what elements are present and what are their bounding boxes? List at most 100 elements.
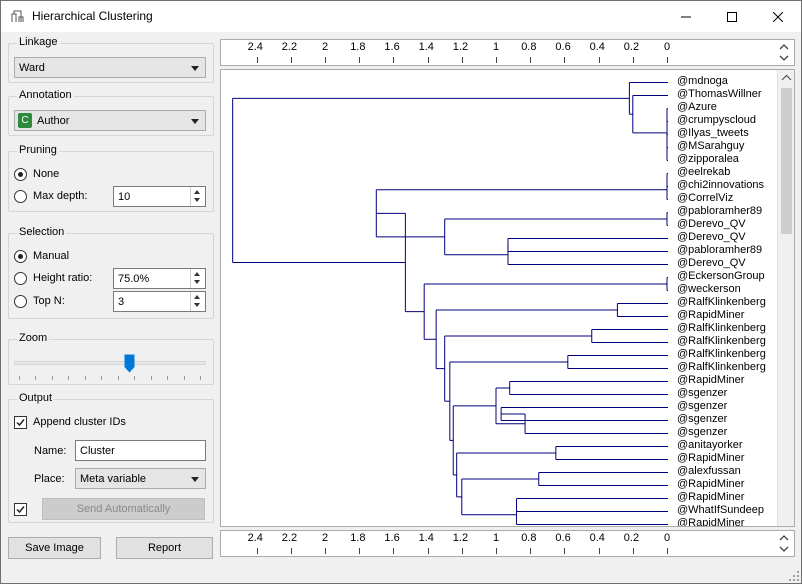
- chevron-up-icon[interactable]: [776, 532, 792, 545]
- pruning-none-radio[interactable]: [14, 168, 27, 181]
- report-button[interactable]: Report: [116, 537, 213, 559]
- leaf-label[interactable]: @EckersonGroup: [677, 270, 765, 282]
- chevron-down-icon[interactable]: [776, 52, 792, 65]
- cluster-name-field[interactable]: [76, 441, 205, 460]
- leaf-label[interactable]: @RapidMiner: [677, 452, 745, 464]
- top-axis: 2.4 2.2 2 1.8 1.6 1.4 1.2 1 0.8 0.6 0.4 0.2 0: [220, 39, 795, 66]
- leaf-label[interactable]: @sgenzer: [677, 387, 728, 399]
- leaf-label[interactable]: @sgenzer: [677, 400, 728, 412]
- send-automatically-button[interactable]: Send Automatically: [42, 498, 205, 520]
- leaf-label[interactable]: @chi2innovations: [677, 179, 764, 191]
- leaf-label[interactable]: @weckerson: [677, 283, 741, 295]
- leaf-label[interactable]: @CorrelViz: [677, 192, 734, 204]
- chevron-up-icon: [194, 272, 200, 276]
- leaf-label[interactable]: @RapidMiner: [677, 374, 745, 386]
- zoom-slider[interactable]: [14, 354, 206, 380]
- max-depth-stepper[interactable]: 10: [113, 186, 206, 207]
- linkage-select[interactable]: Ward: [14, 57, 206, 78]
- minimize-button[interactable]: [663, 1, 709, 32]
- cluster-name-input[interactable]: [75, 440, 206, 461]
- bottom-axis: 2.4 2.2 2 1.8 1.6 1.4 1.2 1 0.8 0.6 0.4 0.2 0: [220, 530, 795, 557]
- axis-tick-label: 0.6: [555, 41, 571, 53]
- zoom-slider-handle[interactable]: [124, 354, 135, 373]
- leaf-label[interactable]: @crumpyscloud: [677, 114, 757, 126]
- selection-top-n-radio[interactable]: [14, 295, 27, 308]
- resize-grip-icon[interactable]: [787, 569, 800, 582]
- leaf-label[interactable]: @RapidMiner: [677, 478, 745, 490]
- leaf-label[interactable]: @pabloramher89: [677, 244, 763, 256]
- leaf-label[interactable]: @Derevo_QV: [677, 231, 746, 243]
- checkmark-icon: [16, 419, 25, 427]
- chevron-up-icon[interactable]: [776, 41, 792, 54]
- close-button[interactable]: [755, 1, 801, 32]
- dendrogram-tree[interactable]: [221, 70, 778, 527]
- max-depth-spin-buttons[interactable]: [190, 187, 205, 206]
- scroll-up-icon[interactable]: [781, 74, 792, 82]
- maximize-button[interactable]: [709, 1, 755, 32]
- height-ratio-stepper[interactable]: 75.0%: [113, 268, 206, 289]
- chevron-down-icon: [191, 119, 199, 124]
- save-image-button[interactable]: Save Image: [8, 537, 101, 559]
- leaf-label[interactable]: @RalfKlinkenberg: [677, 296, 766, 308]
- zoom-slider-track: [14, 361, 206, 365]
- axis-tick-label: 0: [664, 41, 671, 53]
- leaf-label[interactable]: @RalfKlinkenberg: [677, 361, 766, 373]
- axis-tick-mark: [598, 548, 600, 554]
- axis-tick-mark: [530, 548, 532, 554]
- top-n-spin-buttons[interactable]: [190, 292, 205, 311]
- leaf-label[interactable]: @eelrekab: [677, 166, 731, 178]
- send-automatically-checkbox[interactable]: [14, 503, 27, 516]
- checkmark-icon: [16, 506, 25, 514]
- leaf-label[interactable]: @sgenzer: [677, 413, 728, 425]
- annotation-select[interactable]: C Author: [14, 110, 206, 131]
- axis-tick-mark: [359, 548, 361, 554]
- pruning-max-depth-radio[interactable]: [14, 190, 27, 203]
- append-cluster-ids-label: Append cluster IDs: [33, 416, 126, 428]
- vertical-scrollbar[interactable]: [777, 70, 794, 526]
- selection-top-n-label: Top N:: [33, 295, 65, 307]
- place-select[interactable]: Meta variable: [75, 468, 206, 489]
- dendrogram-canvas[interactable]: @mdnoga @ThomasWillner @Azure @crumpyscloud…: [220, 69, 795, 527]
- axis-tick-mark: [290, 57, 292, 63]
- selection-height-ratio-radio[interactable]: [14, 272, 27, 285]
- append-cluster-ids-checkbox[interactable]: [14, 416, 27, 429]
- axis-tick-label: 0.8: [521, 532, 537, 544]
- leaf-label[interactable]: @RapidMiner: [677, 517, 745, 527]
- leaf-label[interactable]: @Ilyas_tweets: [677, 127, 749, 139]
- leaf-label[interactable]: @Azure: [677, 101, 717, 113]
- height-ratio-spin-buttons[interactable]: [190, 269, 205, 288]
- dendrogram-view: 2.4 2.2 2 1.8 1.6 1.4 1.2 1 0.8 0.6 0.4 0.2 0 @mdnog…: [220, 39, 795, 579]
- leaf-label[interactable]: @RapidMiner: [677, 491, 745, 503]
- pruning-none-label: None: [33, 168, 60, 180]
- max-depth-value: 10: [118, 191, 131, 203]
- linkage-value: Ward: [19, 62, 45, 74]
- leaf-label[interactable]: @alexfussan: [677, 465, 741, 477]
- leaf-label[interactable]: @zipporalea: [677, 153, 739, 165]
- leaf-label[interactable]: @RalfKlinkenberg: [677, 335, 766, 347]
- leaf-label[interactable]: @Derevo_QV: [677, 257, 746, 269]
- leaf-label[interactable]: @anitayorker: [677, 439, 743, 451]
- axis-tick-label: 2.4: [247, 532, 263, 544]
- leaf-label[interactable]: @mdnoga: [677, 75, 728, 87]
- axis-tick-mark: [461, 57, 463, 63]
- leaf-label[interactable]: @RalfKlinkenberg: [677, 322, 766, 334]
- zoom-title: Zoom: [17, 332, 50, 344]
- axis-tick-mark: [667, 548, 668, 554]
- height-ratio-value: 75.0%: [118, 273, 150, 285]
- leaf-label[interactable]: @WhatIfSundeep: [677, 504, 764, 516]
- axis-tick-label: 1: [493, 41, 500, 53]
- axis-tick-mark: [632, 57, 634, 63]
- chevron-down-icon[interactable]: [776, 543, 792, 556]
- leaf-label[interactable]: @MSarahguy: [677, 140, 745, 152]
- leaf-label[interactable]: @Derevo_QV: [677, 218, 746, 230]
- axis-tick-label: 1.6: [384, 532, 400, 544]
- axis-tick-mark: [632, 548, 634, 554]
- scrollbar-thumb[interactable]: [781, 88, 792, 234]
- top-n-stepper[interactable]: 3: [113, 291, 206, 312]
- leaf-label[interactable]: @RalfKlinkenberg: [677, 348, 766, 360]
- leaf-label[interactable]: @sgenzer: [677, 426, 728, 438]
- leaf-label[interactable]: @RapidMiner: [677, 309, 745, 321]
- leaf-label[interactable]: @pabloramher89: [677, 205, 763, 217]
- selection-manual-radio[interactable]: [14, 250, 27, 263]
- leaf-label[interactable]: @ThomasWillner: [677, 88, 762, 100]
